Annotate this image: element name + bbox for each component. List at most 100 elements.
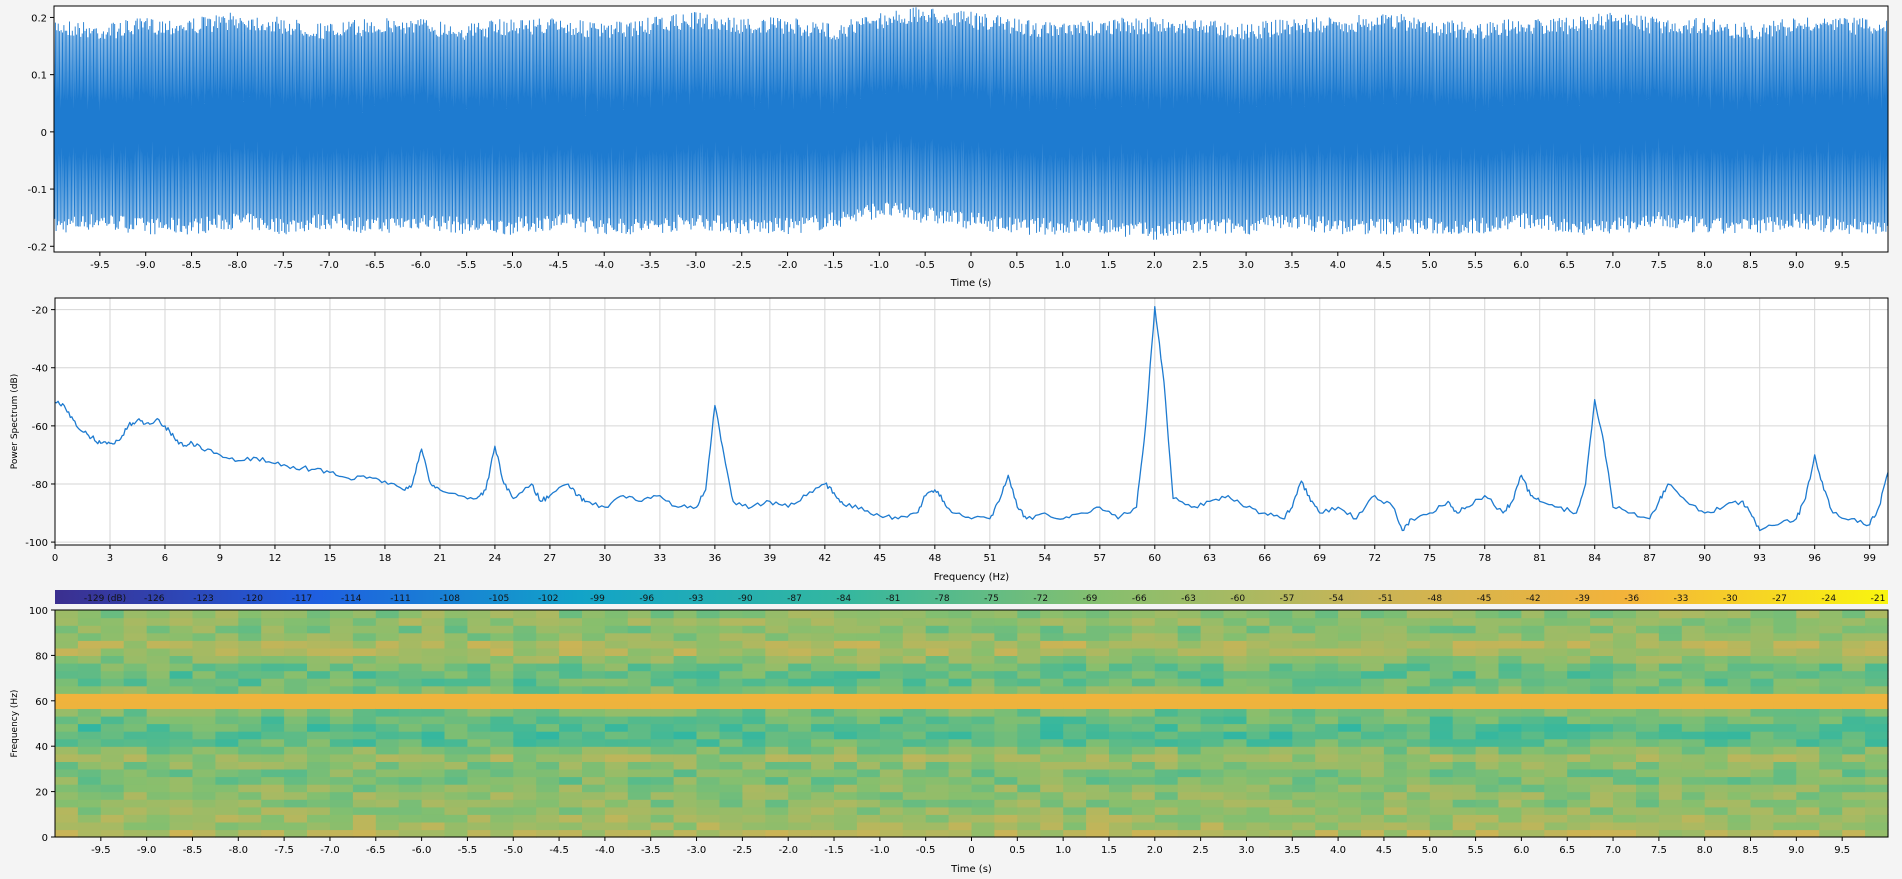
spectrogram-cell [1429,753,1454,762]
spectrogram-cell [948,685,973,694]
spectrogram-cell [307,700,331,709]
spectrogram-cell [1452,678,1477,687]
spectrogram-cell [1315,700,1339,709]
spectrogram-cell [513,731,537,740]
spectrogram-cell [169,723,194,732]
spectrogram-cell [1567,784,1591,793]
spectrogram-cell [742,640,766,649]
spectrogram-cell [398,617,423,626]
spectrogram-cell [559,731,583,740]
spectrogram-cell [238,731,262,740]
spectrogram-x-tick-label: -5.0 [503,845,523,856]
spectrogram-cell [1109,723,1133,732]
spectrogram-cell [352,610,377,619]
spectrogram-cell [169,693,194,702]
spectrogram-cell [1658,640,1683,649]
spectrogram-cell [1750,663,1774,672]
spectrogram-x-tick-label: -7.0 [320,845,340,856]
spectrogram-cell [1131,791,1156,800]
spectrogram-cell [55,821,79,831]
spectrogram-cell [536,693,560,702]
spectrogram-cell [1819,784,1843,793]
spectrogram-cell [1819,610,1843,619]
spectrogram-cell [421,610,446,619]
spectrogram-cell [1475,640,1500,649]
spectrogram-cell [1750,761,1774,770]
spectrogram-cell [1750,806,1774,815]
spectrogram-cell [559,753,583,762]
spectrogram-cell [169,821,194,831]
spectrogram-cell [1590,761,1614,770]
spectrogram-cell [467,715,491,725]
spectrogram-cell [1200,708,1225,717]
spectrogram-cell [1796,723,1820,732]
spectrogram-cell [765,617,789,626]
spectrogram-cell [1704,746,1729,755]
spectrogram-cell [215,685,239,694]
spectrogram-cell [1223,708,1247,717]
spectrogram-cell [1773,746,1797,755]
spectrogram-cell [1681,806,1706,815]
spectrogram-cell [742,723,766,732]
spectrogram-cell [948,723,973,732]
spectrogram-cell [1017,685,1041,694]
spectrogram-cell [1681,610,1706,619]
spectrogram-cell [1131,761,1156,770]
spectrogram-y-tick-label: 20 [35,788,48,799]
spectrogram-cell [559,723,583,732]
spectrogram-cell [627,715,652,725]
spectrogram-cell [1727,617,1752,626]
colorbar [55,590,1888,604]
spectrogram-cell [55,768,79,778]
spectrogram-cell [1567,632,1591,641]
spectrogram-cell [1383,821,1408,831]
spectrogram-x-tick-label: 2.5 [1193,845,1209,856]
spectrogram-cell [925,723,950,732]
spectrogram-cell [765,678,789,687]
spectrogram-cell [490,776,514,785]
spectrogram-cell [329,647,354,656]
spectrogram-cell [627,663,652,672]
spectrogram-cell [1040,753,1064,762]
spectrogram-cell [604,693,629,702]
spectrogram-cell [421,731,446,740]
spectrogram-cell [788,761,812,770]
spectrogram-cell [421,700,446,709]
spectrogram-cell [329,784,354,793]
spectrogram-cell [77,632,102,641]
spectrogram-cell [1131,670,1156,679]
spectrogram-cell [650,746,675,755]
spectrogram-cell [192,640,216,649]
spectrogram-cell [902,776,927,785]
spectrogram-cell [375,655,400,664]
spectrogram-x-tick-label: 6.5 [1559,845,1575,856]
spectrogram-cell [375,738,400,747]
spectrogram-cell [352,829,377,838]
spectrogram-cell [192,791,216,800]
spectrogram-cell [1636,715,1660,725]
spectrogram-cell [490,693,514,702]
spectrogram-cell [1017,693,1041,702]
spectrogram-cell [1131,806,1156,815]
spectrogram-cell [1452,700,1477,709]
spectrogram-cell [100,821,125,831]
spectrogram-cell [650,731,675,740]
spectrogram-cell [788,776,812,785]
spectrogram-cell [513,693,537,702]
spectrogram-cell [1338,746,1362,755]
spectrogram-cell [1200,753,1225,762]
spectrogram-cell [1590,655,1614,664]
spectrogram-cell [879,776,904,785]
spectrum-x-tick-label: 63 [1203,553,1216,564]
spectrogram-cell [1269,814,1293,823]
spectrogram-cell [1636,723,1660,732]
spectrum-x-tick-label: 18 [379,553,392,564]
spectrogram-cell [1040,784,1064,793]
spectrogram-cell [1315,761,1339,770]
spectrogram-cell [582,632,606,641]
spectrogram-x-tick-label: -4.5 [549,845,569,856]
spectrogram-cell [398,655,423,664]
spectrogram-cell [627,829,652,838]
spectrogram-cell [1819,655,1843,664]
spectrogram-cell [696,829,720,838]
